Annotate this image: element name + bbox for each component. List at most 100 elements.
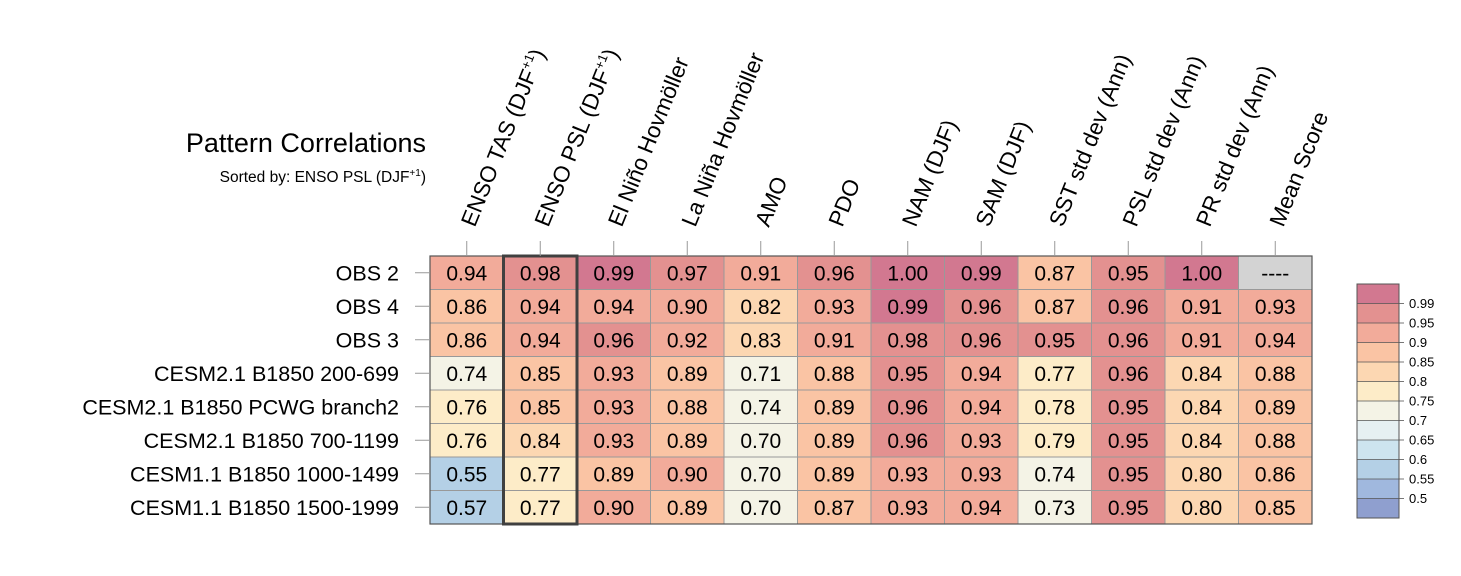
- cell-value: 0.99: [961, 262, 1002, 285]
- subtitle-sup: +1: [409, 168, 421, 179]
- cell-value: 0.93: [961, 463, 1002, 486]
- heatmap-cell: [429, 255, 504, 290]
- heatmap-cell: [1164, 322, 1239, 357]
- heatmap-cell: [1017, 389, 1092, 424]
- heatmap-cell: [723, 289, 798, 324]
- heatmap-cell: [1091, 490, 1166, 525]
- heatmap-cell: [1017, 255, 1092, 290]
- heatmap-cell: [797, 289, 872, 324]
- column-label: SAM (DJF): [971, 117, 1036, 230]
- cell-value: 0.96: [1108, 296, 1149, 319]
- cell-value: 0.86: [446, 329, 487, 352]
- cell-value: 0.94: [1255, 329, 1296, 352]
- cell-value: 0.93: [593, 396, 634, 419]
- cell-value: 0.70: [740, 497, 781, 520]
- cell-value: 0.89: [814, 463, 855, 486]
- cell-value: 0.85: [1255, 497, 1296, 520]
- cell-value: 0.88: [814, 363, 855, 386]
- column-label: SST std dev (Ann): [1044, 50, 1136, 229]
- chart-title: Pattern Correlations: [185, 128, 426, 158]
- cell-value: 0.96: [887, 396, 928, 419]
- cell-value: 0.85: [520, 396, 561, 419]
- row-label: CESM2.1 B1850 200-699: [154, 362, 399, 386]
- colorbar-label: 0.6: [1409, 452, 1427, 467]
- heatmap-cell: [503, 456, 578, 491]
- heatmap-cell: [650, 423, 725, 458]
- cell-value: 0.93: [887, 497, 928, 520]
- cell-value: 0.96: [961, 329, 1002, 352]
- heatmap-cell: [429, 289, 504, 324]
- cell-value: 0.91: [740, 262, 781, 285]
- cell-value: 0.84: [1181, 430, 1222, 453]
- colorbar-label: 0.5: [1409, 491, 1427, 506]
- colorbar-swatch: [1357, 303, 1399, 323]
- row-label: CESM2.1 B1850 PCWG branch2: [82, 395, 399, 419]
- heatmap-cell: [944, 423, 1019, 458]
- heatmap-cell: [1164, 356, 1239, 391]
- heatmap-cell: [503, 322, 578, 357]
- cell-value: 0.88: [1255, 363, 1296, 386]
- heatmap-cell: [1091, 423, 1166, 458]
- cell-value: 0.87: [814, 497, 855, 520]
- colorbar-swatch: [1357, 498, 1399, 518]
- heatmap-cell: [650, 490, 725, 525]
- column-label: AMO: [750, 173, 792, 230]
- heatmap-cell: [870, 389, 945, 424]
- heatmap-cell: [1238, 322, 1313, 357]
- colorbar-swatch: [1357, 420, 1399, 440]
- cell-value: 0.99: [887, 296, 928, 319]
- cell-value: 0.93: [887, 463, 928, 486]
- cell-value: 0.57: [446, 497, 487, 520]
- cell-value: 0.95: [1108, 497, 1149, 520]
- heatmap-cell: [870, 322, 945, 357]
- colorbar-label: 0.55: [1409, 472, 1434, 487]
- heatmap-cell: [650, 322, 725, 357]
- row-label: OBS 4: [336, 295, 399, 319]
- heatmap-cell: [576, 389, 651, 424]
- cell-value: 0.93: [1255, 296, 1296, 319]
- subtitle-prefix: Sorted by: ENSO PSL (DJF: [219, 169, 410, 187]
- colorbar-label: 0.9: [1409, 335, 1427, 350]
- colorbar-label: 0.75: [1409, 394, 1434, 409]
- column-label: PDO: [824, 175, 865, 230]
- cell-value: 0.90: [667, 296, 708, 319]
- colorbar-label: 0.99: [1409, 296, 1434, 311]
- title-block: Pattern Correlations Sorted by: ENSO PSL…: [0, 125, 426, 189]
- cell-value: 0.98: [520, 262, 561, 285]
- subtitle-suffix: ): [420, 169, 426, 187]
- heatmap-cell: [429, 456, 504, 491]
- cell-value: 0.91: [814, 329, 855, 352]
- row-label: OBS 3: [336, 328, 399, 352]
- heatmap-border: [429, 255, 1313, 525]
- column-label: ENSO PSL (DJF+1): [529, 45, 624, 230]
- cell-value: 0.96: [1108, 363, 1149, 386]
- colorbar-swatch: [1357, 362, 1399, 382]
- column-label: Mean Score: [1265, 108, 1334, 230]
- heatmap-cell: [870, 456, 945, 491]
- cell-value: 0.87: [1034, 296, 1075, 319]
- cell-value: 0.74: [446, 363, 487, 386]
- cell-value: 0.95: [1108, 396, 1149, 419]
- row-label: CESM2.1 B1850 700-1199: [144, 429, 399, 453]
- cell-value: 0.89: [814, 396, 855, 419]
- heatmap-cell: [797, 389, 872, 424]
- heatmap-cell: [1091, 255, 1166, 290]
- cell-value: 0.94: [520, 296, 561, 319]
- colorbar-swatch: [1357, 459, 1399, 479]
- cell-value: 0.93: [593, 430, 634, 453]
- cell-value: 0.95: [1108, 430, 1149, 453]
- cell-value: 0.96: [887, 430, 928, 453]
- cell-value: 0.96: [593, 329, 634, 352]
- cell-value: 0.86: [1255, 463, 1296, 486]
- heatmap-cell: [1017, 322, 1092, 357]
- heatmap-cell: [797, 322, 872, 357]
- heatmap-cell: [576, 322, 651, 357]
- cell-value: 0.89: [814, 430, 855, 453]
- cell-value: 0.74: [1034, 463, 1075, 486]
- cell-value: 0.77: [520, 463, 561, 486]
- colorbar-label: 0.85: [1409, 355, 1434, 370]
- cell-value: 0.88: [667, 396, 708, 419]
- cell-value: 0.80: [1181, 497, 1222, 520]
- cell-value: 0.94: [446, 262, 487, 285]
